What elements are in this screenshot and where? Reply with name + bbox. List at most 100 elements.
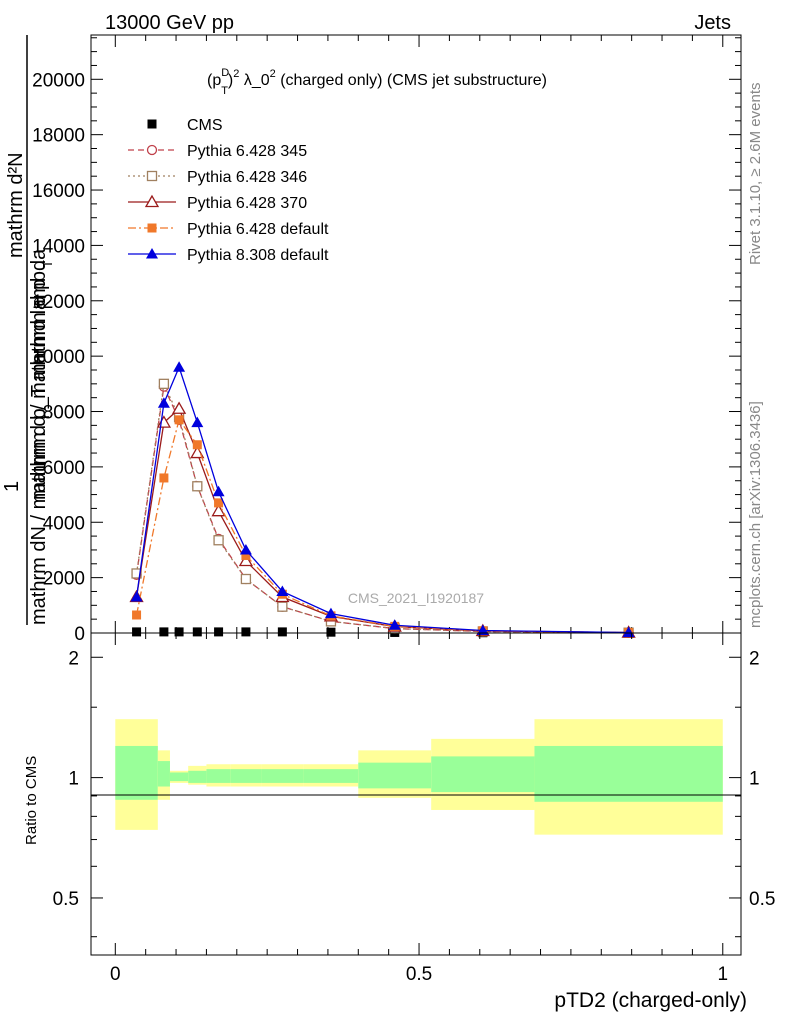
ratio-ylabel: Ratio to CMS: [23, 756, 40, 845]
x-tick-label: 1: [717, 964, 728, 985]
legend-marker: [146, 248, 158, 259]
data-point: [192, 627, 202, 637]
y-tick-label: 14000: [32, 236, 85, 257]
y-tick-label: 0: [74, 624, 85, 645]
title-sup2: 2: [233, 68, 239, 80]
ratio-band-inner: [115, 745, 158, 800]
ratio-band-inner: [261, 769, 304, 783]
ratio-y-tick-label-right: 1: [749, 769, 760, 790]
data-point: [159, 627, 169, 637]
data-point: [240, 573, 252, 585]
x-tick-label: 0: [110, 964, 121, 985]
legend-label: Pythia 6.428 346: [187, 169, 307, 186]
data-point: [132, 610, 142, 620]
ratio-band-inner: [303, 769, 359, 783]
data-point: [212, 485, 225, 497]
data-point: [324, 607, 337, 619]
data-point: [277, 601, 288, 612]
data-point: [326, 627, 336, 637]
x-axis-label: pTD2 (charged-only): [554, 989, 747, 1012]
data-point: [214, 627, 224, 637]
y-tick-label: 2000: [43, 569, 85, 590]
ylabel-line-4: 1: [1, 481, 23, 492]
ratio-y-tick-label: 1: [68, 769, 79, 790]
ratio-band-inner: [431, 756, 535, 793]
data-point: [476, 624, 489, 636]
title-rest: (charged only) (CMS jet substructure): [276, 72, 547, 89]
ratio-y-tick-label: 2: [68, 648, 79, 669]
data-point: [173, 361, 186, 372]
data-point: [241, 627, 251, 637]
x-tick-label: 0.5: [406, 964, 432, 985]
data-point: [174, 415, 184, 425]
title-sub-t: T: [221, 85, 228, 97]
data-point: [211, 503, 226, 517]
data-point: [277, 627, 287, 637]
y-tick-label: 20000: [32, 70, 85, 91]
y-tick-label: 10000: [32, 347, 85, 368]
ratio-plot-frame: [90, 632, 742, 956]
data-point: [192, 440, 202, 450]
ratio-ticks: 0 0.5 1 0.5 0.5 1 1 2 2: [53, 633, 775, 985]
data-point: [158, 378, 170, 389]
ratio-y-tick-label-right: 2: [749, 648, 760, 669]
legend-label: Pythia 6.428 default: [187, 221, 329, 238]
data-point: [388, 619, 401, 630]
ratio-y-tick-label-right: 0.5: [749, 889, 775, 910]
ratio-y-tick-label: 0.5: [53, 889, 79, 910]
main-plot: 0 2000 4000 6000 8000 10000 12000 14000 16000 180…: [1, 34, 742, 645]
legend-marker: [147, 223, 157, 233]
title-mid: λ_0: [239, 72, 269, 89]
ratio-band-inner: [206, 769, 231, 783]
header-right: Jets: [694, 12, 731, 34]
legend-marker: [146, 144, 158, 156]
y-tick-label: 6000: [43, 458, 85, 479]
rivet-label: Rivet 3.1.10, ≥ 2.6M events: [747, 83, 764, 266]
data-point: [131, 568, 142, 579]
legend-marker: [144, 194, 160, 208]
ylabel-line-5: mathrm dN / mathrm d p_T: [28, 385, 50, 625]
header-left: 13000 GeV pp: [105, 12, 234, 34]
legend: CMS Pythia 6.428 345 Pythia 6.428 346 Pythi…: [128, 117, 329, 264]
data-point: [239, 543, 252, 555]
y-tick-label: 4000: [43, 513, 85, 534]
series-line: [135, 418, 629, 634]
legend-label: CMS: [187, 117, 223, 134]
legend-label: Pythia 6.428 345: [187, 143, 307, 160]
data-point: [213, 535, 224, 546]
mcplots-label: mcplots.cern.ch [arXiv:1306.3436]: [747, 401, 764, 628]
title-close: ): [228, 72, 233, 89]
data-point: [159, 473, 169, 483]
y-tick-label: 16000: [32, 181, 85, 202]
data-point: [190, 445, 205, 459]
ylabel-line-1: mathrm d²N: [5, 152, 27, 258]
ratio-band-inner: [358, 762, 432, 789]
y-tick-label: 18000: [32, 126, 85, 147]
ratio-band-inner: [188, 770, 207, 783]
y-tick-label: 8000: [43, 403, 85, 424]
data-point: [276, 585, 289, 596]
legend-marker: [147, 119, 157, 129]
data-point: [238, 553, 254, 567]
title-sup-d: D: [221, 67, 229, 79]
y-tick-label: 12000: [32, 292, 85, 313]
main-y-ticks: 0 2000 4000 6000 8000 10000 12000 14000 16000 180…: [32, 37, 741, 645]
analysis-watermark: CMS_2021_I1920187: [348, 590, 484, 606]
data-point: [171, 401, 187, 414]
title-part: (p: [207, 72, 221, 89]
data-point: [214, 498, 224, 508]
ylabel-line-2: mathrm d p: [28, 279, 50, 380]
title-sup2b: 2: [270, 68, 276, 80]
legend-label: Pythia 6.428 370: [187, 195, 307, 212]
chart-title: (pD T)2 λ_02 (charged only) (CMS jet subs…: [207, 67, 547, 97]
data-point: [174, 627, 184, 637]
ylabel-sub-t: T: [40, 260, 55, 268]
ratio-band-inner: [157, 761, 170, 787]
legend-marker: [146, 170, 158, 182]
legend-label: Pythia 8.308 default: [187, 247, 329, 264]
ratio-band-inner: [230, 769, 262, 783]
ratio-bands: [115, 719, 723, 835]
ratio-plot: 0 0.5 1 0.5 0.5 1 1 2 2 Ratio to CMS pTD2 (charg…: [23, 632, 775, 1012]
data-point: [191, 416, 204, 428]
